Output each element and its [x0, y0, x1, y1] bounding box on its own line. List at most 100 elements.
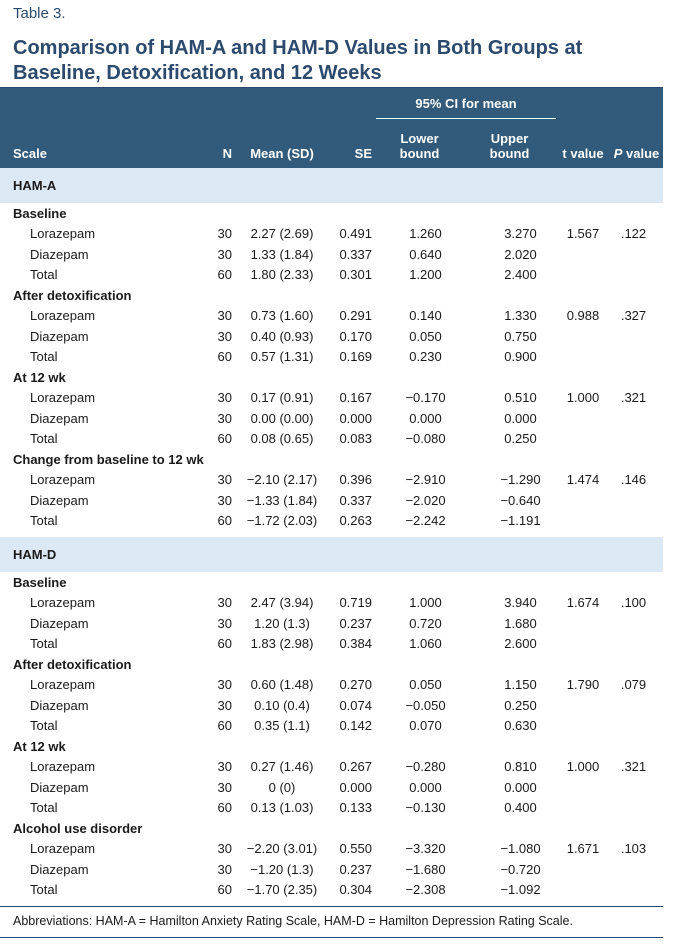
cell-t — [556, 798, 610, 819]
ci-header: 95% CI for mean — [376, 88, 556, 119]
cell-se: 0.550 — [339, 841, 372, 857]
cell-mean-sd: −2.10 (2.17) — [246, 472, 318, 488]
cell-p: .321 — [620, 390, 647, 406]
cell-n: 30 — [217, 308, 232, 324]
footnote-rule — [0, 906, 663, 907]
cell-se: 0.491 — [339, 226, 372, 242]
cell-upper: 0.750 — [504, 328, 537, 344]
table-row: Lorazepam 30 0.27 (1.46) 0.267 −0.280 0.810 1.… — [0, 757, 663, 778]
cell-n: 60 — [217, 882, 232, 898]
cell-mean-sd: 0.08 (0.65) — [250, 431, 314, 447]
header-row-2: Scale N Mean (SD) SE Lower bound Upper b… — [0, 118, 663, 168]
cell-n: 30 — [217, 595, 232, 611]
cell-lower: −0.280 — [405, 759, 446, 775]
row-label: Lorazepam — [30, 226, 96, 242]
group-label: After detoxification — [13, 656, 132, 672]
cell-t — [556, 408, 610, 429]
cell-p — [610, 265, 663, 286]
cell-p — [610, 634, 663, 655]
row-label: Lorazepam — [30, 759, 96, 775]
cell-lower: 1.260 — [409, 226, 442, 242]
cell-t — [556, 511, 610, 532]
cell-se: 0.000 — [339, 410, 372, 426]
table-row: Total 60 −1.70 (2.35) 0.304 −2.308 −1.092 — [0, 880, 663, 901]
cell-t — [556, 859, 610, 880]
cell-se: 0.270 — [339, 677, 372, 693]
row-label: Lorazepam — [30, 390, 96, 406]
group-row: Baseline — [0, 572, 663, 593]
group-label: Alcohol use disorder — [13, 820, 143, 836]
cell-upper: 1.680 — [504, 615, 537, 631]
data-table: 95% CI for mean Scale N Mean (SD) SE Low… — [0, 88, 663, 900]
cell-p — [610, 716, 663, 737]
cell-p — [610, 859, 663, 880]
table-row: Diazepam 30 0 (0) 0.000 0.000 0.000 — [0, 777, 663, 798]
cell-mean-sd: −2.20 (3.01) — [246, 841, 318, 857]
cell-t — [556, 634, 610, 655]
table-row: Diazepam 30 −1.33 (1.84) 0.337 −2.020 −0.640 — [0, 490, 663, 511]
table-row: Lorazepam 30 0.17 (0.91) 0.167 −0.170 0.510 1.… — [0, 388, 663, 409]
cell-mean-sd: −1.72 (2.03) — [246, 513, 318, 529]
col-se: SE — [332, 118, 376, 168]
cell-se: 0.304 — [339, 882, 372, 898]
cell-se: 0.169 — [339, 349, 372, 365]
cell-se: 0.237 — [339, 615, 372, 631]
cell-lower: −2.020 — [405, 492, 446, 508]
cell-lower: −0.130 — [405, 800, 446, 816]
section-label: HAM-D — [0, 537, 663, 572]
group-label: Baseline — [13, 574, 67, 590]
cell-mean-sd: 0.10 (0.4) — [254, 697, 310, 713]
cell-mean-sd: 1.80 (2.33) — [250, 267, 314, 283]
cell-p: .321 — [620, 759, 647, 775]
cell-n: 60 — [217, 718, 232, 734]
cell-lower: 0.000 — [409, 410, 442, 426]
cell-p — [610, 798, 663, 819]
cell-se: 0.167 — [339, 390, 372, 406]
cell-t: 1.790 — [566, 677, 600, 693]
col-scale: Scale — [0, 118, 200, 168]
row-label: Diazepam — [30, 410, 89, 426]
cell-lower: 0.720 — [409, 615, 442, 631]
cell-lower: 0.640 — [409, 246, 442, 262]
table-row: Total 60 1.83 (2.98) 0.384 1.060 2.600 — [0, 634, 663, 655]
row-label: Diazepam — [30, 328, 89, 344]
table-title: Comparison of HAM-A and HAM-D Values in … — [13, 37, 583, 84]
cell-n: 30 — [217, 677, 232, 693]
cell-lower: 0.070 — [409, 718, 442, 734]
table-row: Diazepam 30 1.20 (1.3) 0.237 0.720 1.680 — [0, 613, 663, 634]
cell-upper: 0.510 — [504, 390, 537, 406]
cell-t — [556, 265, 610, 286]
cell-upper: 0.400 — [504, 800, 537, 816]
table-row: Diazepam 30 0.00 (0.00) 0.000 0.000 0.000 — [0, 408, 663, 429]
cell-upper: −0.720 — [500, 861, 541, 877]
cell-se: 0.267 — [339, 759, 372, 775]
cell-n: 30 — [217, 492, 232, 508]
cell-se: 0.083 — [339, 431, 372, 447]
cell-n: 30 — [217, 759, 232, 775]
table-row: Diazepam 30 0.10 (0.4) 0.074 −0.050 0.250 — [0, 695, 663, 716]
table-row: Lorazepam 30 −2.20 (3.01) 0.550 −3.320 −1.080… — [0, 839, 663, 860]
row-label: Total — [30, 267, 58, 283]
cell-mean-sd: 0.40 (0.93) — [250, 328, 314, 344]
cell-upper: −1.080 — [500, 841, 541, 857]
cell-t — [556, 347, 610, 368]
cell-t — [556, 880, 610, 901]
cell-t — [556, 613, 610, 634]
cell-mean-sd: 0.17 (0.91) — [250, 390, 314, 406]
cell-upper: 0.000 — [504, 410, 537, 426]
table-row: Total 60 0.57 (1.31) 0.169 0.230 0.900 — [0, 347, 663, 368]
group-row: After detoxification — [0, 654, 663, 675]
cell-se: 0.074 — [339, 697, 372, 713]
cell-p — [610, 613, 663, 634]
cell-lower: 0.050 — [409, 677, 442, 693]
cell-mean-sd: 0.57 (1.31) — [250, 349, 314, 365]
cell-upper: 1.150 — [504, 677, 537, 693]
cell-t: 0.988 — [566, 308, 600, 324]
cell-mean-sd: 0.60 (1.48) — [250, 677, 314, 693]
cell-t — [556, 490, 610, 511]
row-label: Diazepam — [30, 779, 89, 795]
cell-n: 30 — [217, 410, 232, 426]
group-row: At 12 wk — [0, 736, 663, 757]
cell-upper: −1.092 — [500, 882, 541, 898]
table-row: Lorazepam 30 2.27 (2.69) 0.491 1.260 3.270 1.5… — [0, 224, 663, 245]
